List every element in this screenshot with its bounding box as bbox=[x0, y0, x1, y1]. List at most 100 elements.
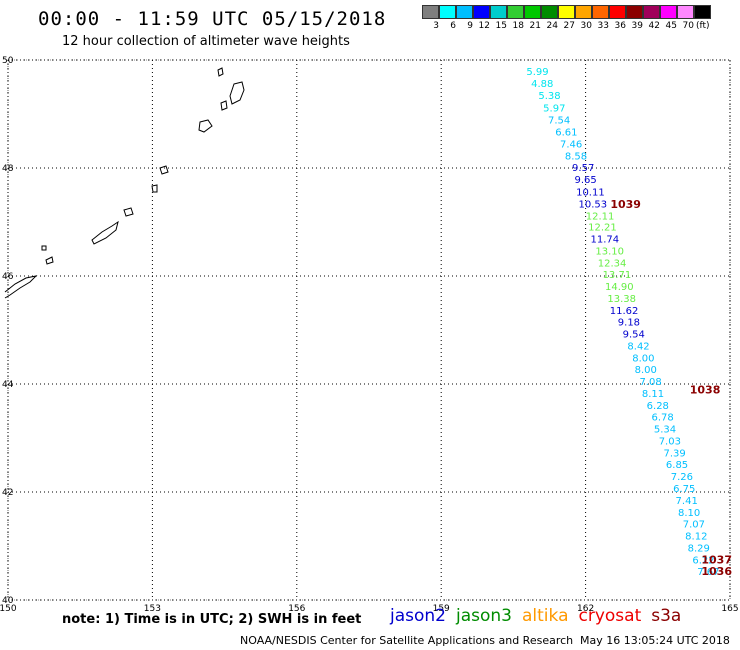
legend-swatch bbox=[524, 5, 541, 19]
wave-height-value: 6.75 bbox=[673, 484, 695, 495]
wave-height-value: 11.62 bbox=[610, 306, 639, 317]
legend-swatch bbox=[609, 5, 626, 19]
legend-tick-label: 33 bbox=[597, 21, 609, 31]
wave-height-value: 14.90 bbox=[605, 282, 634, 293]
wave-height-value: 5.99 bbox=[526, 67, 548, 78]
legend-tick-label: 39 bbox=[631, 21, 643, 31]
coastline bbox=[4, 67, 245, 299]
satellite-name: jason3 bbox=[456, 606, 512, 626]
wave-height-value: 6.85 bbox=[666, 460, 688, 471]
wave-height-value: 9.18 bbox=[618, 318, 640, 329]
satellite-name: altika bbox=[522, 606, 569, 626]
hokkaido-coast bbox=[4, 275, 38, 299]
kuril-island-2 bbox=[217, 67, 224, 77]
wave-height-value: 9.54 bbox=[623, 330, 645, 341]
legend-tick-label: 9 bbox=[467, 21, 473, 31]
map-subtitle: 12 hour collection of altimeter wave hei… bbox=[62, 34, 350, 49]
kuril-island-9 bbox=[41, 245, 47, 251]
lat-lon-grid: 504846444240150153156159162165 bbox=[0, 56, 739, 614]
legend-unit: (ft) bbox=[696, 21, 710, 31]
legend-swatch bbox=[456, 5, 473, 19]
legend-tick-label: 70 bbox=[682, 21, 694, 31]
longitude-label: 159 bbox=[433, 604, 450, 614]
wave-height-value: 8.42 bbox=[627, 341, 649, 352]
wave-height-value: 5.97 bbox=[543, 103, 565, 114]
kuril-island-10 bbox=[45, 256, 54, 265]
wave-height-value: 12.21 bbox=[588, 223, 617, 234]
legend-tick-label: 36 bbox=[614, 21, 626, 31]
legend-swatch bbox=[439, 5, 456, 19]
longitude-label: 162 bbox=[577, 604, 594, 614]
legend-swatch bbox=[660, 5, 677, 19]
satellite-name: cryosat bbox=[578, 606, 642, 626]
legend-swatch bbox=[592, 5, 609, 19]
pressure-label: 1036 bbox=[701, 565, 732, 578]
longitude-label: 156 bbox=[288, 604, 305, 614]
wave-height-value: 7.07 bbox=[683, 520, 705, 531]
legend-swatch bbox=[541, 5, 558, 19]
legend-tick-label: 18 bbox=[512, 21, 524, 31]
wave-height-value: 10.53 bbox=[578, 199, 607, 210]
wave-height-value: 7.08 bbox=[639, 377, 661, 388]
legend-tick-labels: 3 6 9 12 15 18 21 24 27 30 33 36 39 42 45 70 bbox=[422, 21, 694, 31]
wave-height-value: 7.26 bbox=[671, 472, 693, 483]
wave-height-value: 11.74 bbox=[591, 235, 620, 246]
longitude-label: 150 bbox=[0, 604, 17, 614]
pressure-label: 1039 bbox=[610, 198, 641, 211]
wave-height-value: 13.38 bbox=[607, 294, 636, 305]
legend-swatch bbox=[575, 5, 592, 19]
kuril-island-3 bbox=[220, 100, 228, 111]
legend-tick-label: 27 bbox=[563, 21, 575, 31]
legend-swatch bbox=[558, 5, 575, 19]
legend-tick-label: 15 bbox=[495, 21, 507, 31]
wave-height-value: 5.34 bbox=[654, 425, 676, 436]
wave-height-value: 12.34 bbox=[598, 258, 627, 269]
wave-height-value: 9.57 bbox=[572, 163, 594, 174]
map-title: 00:00 - 11:59 UTC 05/15/2018 bbox=[38, 8, 387, 30]
wave-height-value: 8.00 bbox=[635, 365, 657, 376]
kuril-island-1 bbox=[229, 81, 245, 105]
wave-height-value: 8.29 bbox=[688, 543, 710, 554]
legend-swatch bbox=[473, 5, 490, 19]
legend-swatch bbox=[490, 5, 507, 19]
legend-tick-label: 21 bbox=[529, 21, 541, 31]
satellite-name: jason2 bbox=[390, 606, 446, 626]
pressure-label: 1037 bbox=[701, 553, 732, 566]
wave-height-value: 8.58 bbox=[565, 151, 587, 162]
legend-swatch bbox=[643, 5, 660, 19]
wave-height-value: 6.61 bbox=[555, 128, 577, 139]
timestamp: May 16 13:05:24 UTC 2018 bbox=[580, 634, 730, 647]
latitude-label: 40 bbox=[2, 596, 14, 606]
kuril-island-5 bbox=[159, 165, 169, 175]
wave-height-value: 8.10 bbox=[678, 508, 700, 519]
legend-tick-label: 24 bbox=[546, 21, 558, 31]
wave-height-value: 12.11 bbox=[586, 211, 615, 222]
legend-tick-label: 42 bbox=[648, 21, 660, 31]
wave-height-value: 7.03 bbox=[659, 436, 681, 447]
legend-tick-label: 3 bbox=[433, 21, 439, 31]
legend-tick-label: 12 bbox=[478, 21, 490, 31]
wave-height-value: 13.71 bbox=[603, 270, 632, 281]
kuril-island-7 bbox=[123, 207, 134, 217]
kuril-island-6 bbox=[151, 184, 158, 193]
legend-swatch bbox=[677, 5, 694, 19]
wave-height-value: 7.67 bbox=[697, 567, 719, 578]
wave-height-value: 7.46 bbox=[560, 139, 582, 150]
legend-swatch bbox=[694, 5, 711, 19]
wave-height-value: 9.65 bbox=[574, 175, 596, 186]
wave-height-value: 8.12 bbox=[685, 532, 707, 543]
note-text: note: 1) Time is in UTC; 2) SWH is in fe… bbox=[62, 612, 362, 627]
kuril-island-4 bbox=[198, 119, 213, 133]
pressure-label: 1038 bbox=[690, 384, 721, 397]
wave-height-value: 5.38 bbox=[538, 91, 560, 102]
satellite-legend: jason2 jason3 altika cryosat s3a bbox=[390, 606, 691, 626]
wave-height-value: 6.22 bbox=[692, 555, 714, 566]
legend-tick-label: 6 bbox=[450, 21, 456, 31]
longitude-label: 153 bbox=[144, 604, 161, 614]
wave-height-legend: 3 6 9 12 15 18 21 24 27 30 33 36 39 42 45 70 (ft) bbox=[422, 5, 711, 31]
legend-tick-label: 45 bbox=[665, 21, 677, 31]
wave-height-value: 7.39 bbox=[664, 448, 686, 459]
wave-height-value: 8.11 bbox=[642, 389, 664, 400]
wave-height-observations: 5.994.885.385.97 7.546.617.468.589.579.65… bbox=[526, 67, 719, 578]
